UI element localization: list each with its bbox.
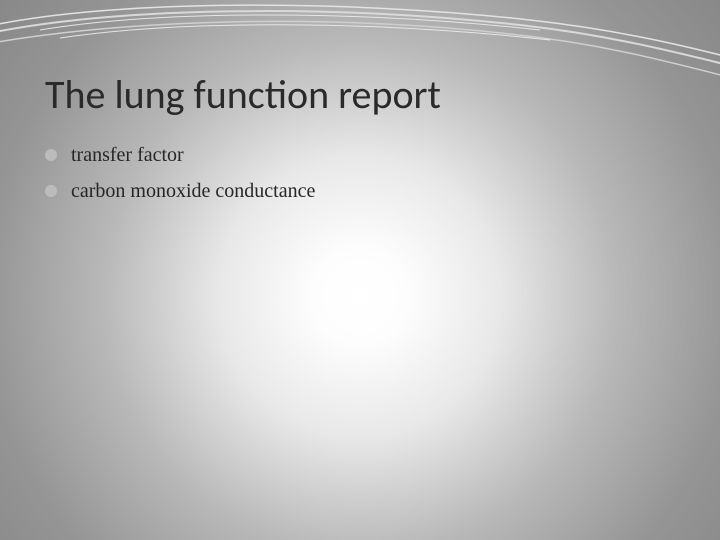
list-item: transfer factor [45,140,660,170]
bullet-list: transfer factor carbon monoxide conducta… [45,140,660,206]
slide: The lung function report transfer factor… [0,0,720,540]
slide-title: The lung function report [45,70,441,119]
slide-body: transfer factor carbon monoxide conducta… [45,140,660,212]
list-item: carbon monoxide conductance [45,176,660,206]
